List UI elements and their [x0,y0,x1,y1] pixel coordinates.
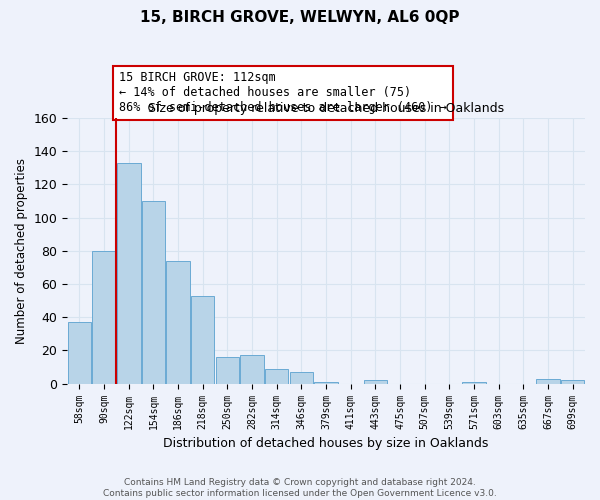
Bar [142,201,165,384]
Text: 15, BIRCH GROVE, WELWYN, AL6 0QP: 15, BIRCH GROVE, WELWYN, AL6 0QP [140,10,460,25]
Y-axis label: Number of detached properties: Number of detached properties [15,158,28,344]
Bar [536,378,560,384]
Title: Size of property relative to detached houses in Oaklands: Size of property relative to detached ho… [148,102,504,116]
Text: 15 BIRCH GROVE: 112sqm
← 14% of detached houses are smaller (75)
86% of semi-det: 15 BIRCH GROVE: 112sqm ← 14% of detached… [119,72,446,114]
Bar [166,260,190,384]
Bar [191,296,214,384]
Text: Contains HM Land Registry data © Crown copyright and database right 2024.
Contai: Contains HM Land Registry data © Crown c… [103,478,497,498]
Bar [290,372,313,384]
Bar [561,380,584,384]
Bar [364,380,387,384]
Bar [314,382,338,384]
X-axis label: Distribution of detached houses by size in Oaklands: Distribution of detached houses by size … [163,437,489,450]
Bar [92,251,116,384]
Bar [241,356,264,384]
Bar [265,368,289,384]
Bar [117,162,140,384]
Bar [68,322,91,384]
Bar [463,382,486,384]
Bar [216,357,239,384]
